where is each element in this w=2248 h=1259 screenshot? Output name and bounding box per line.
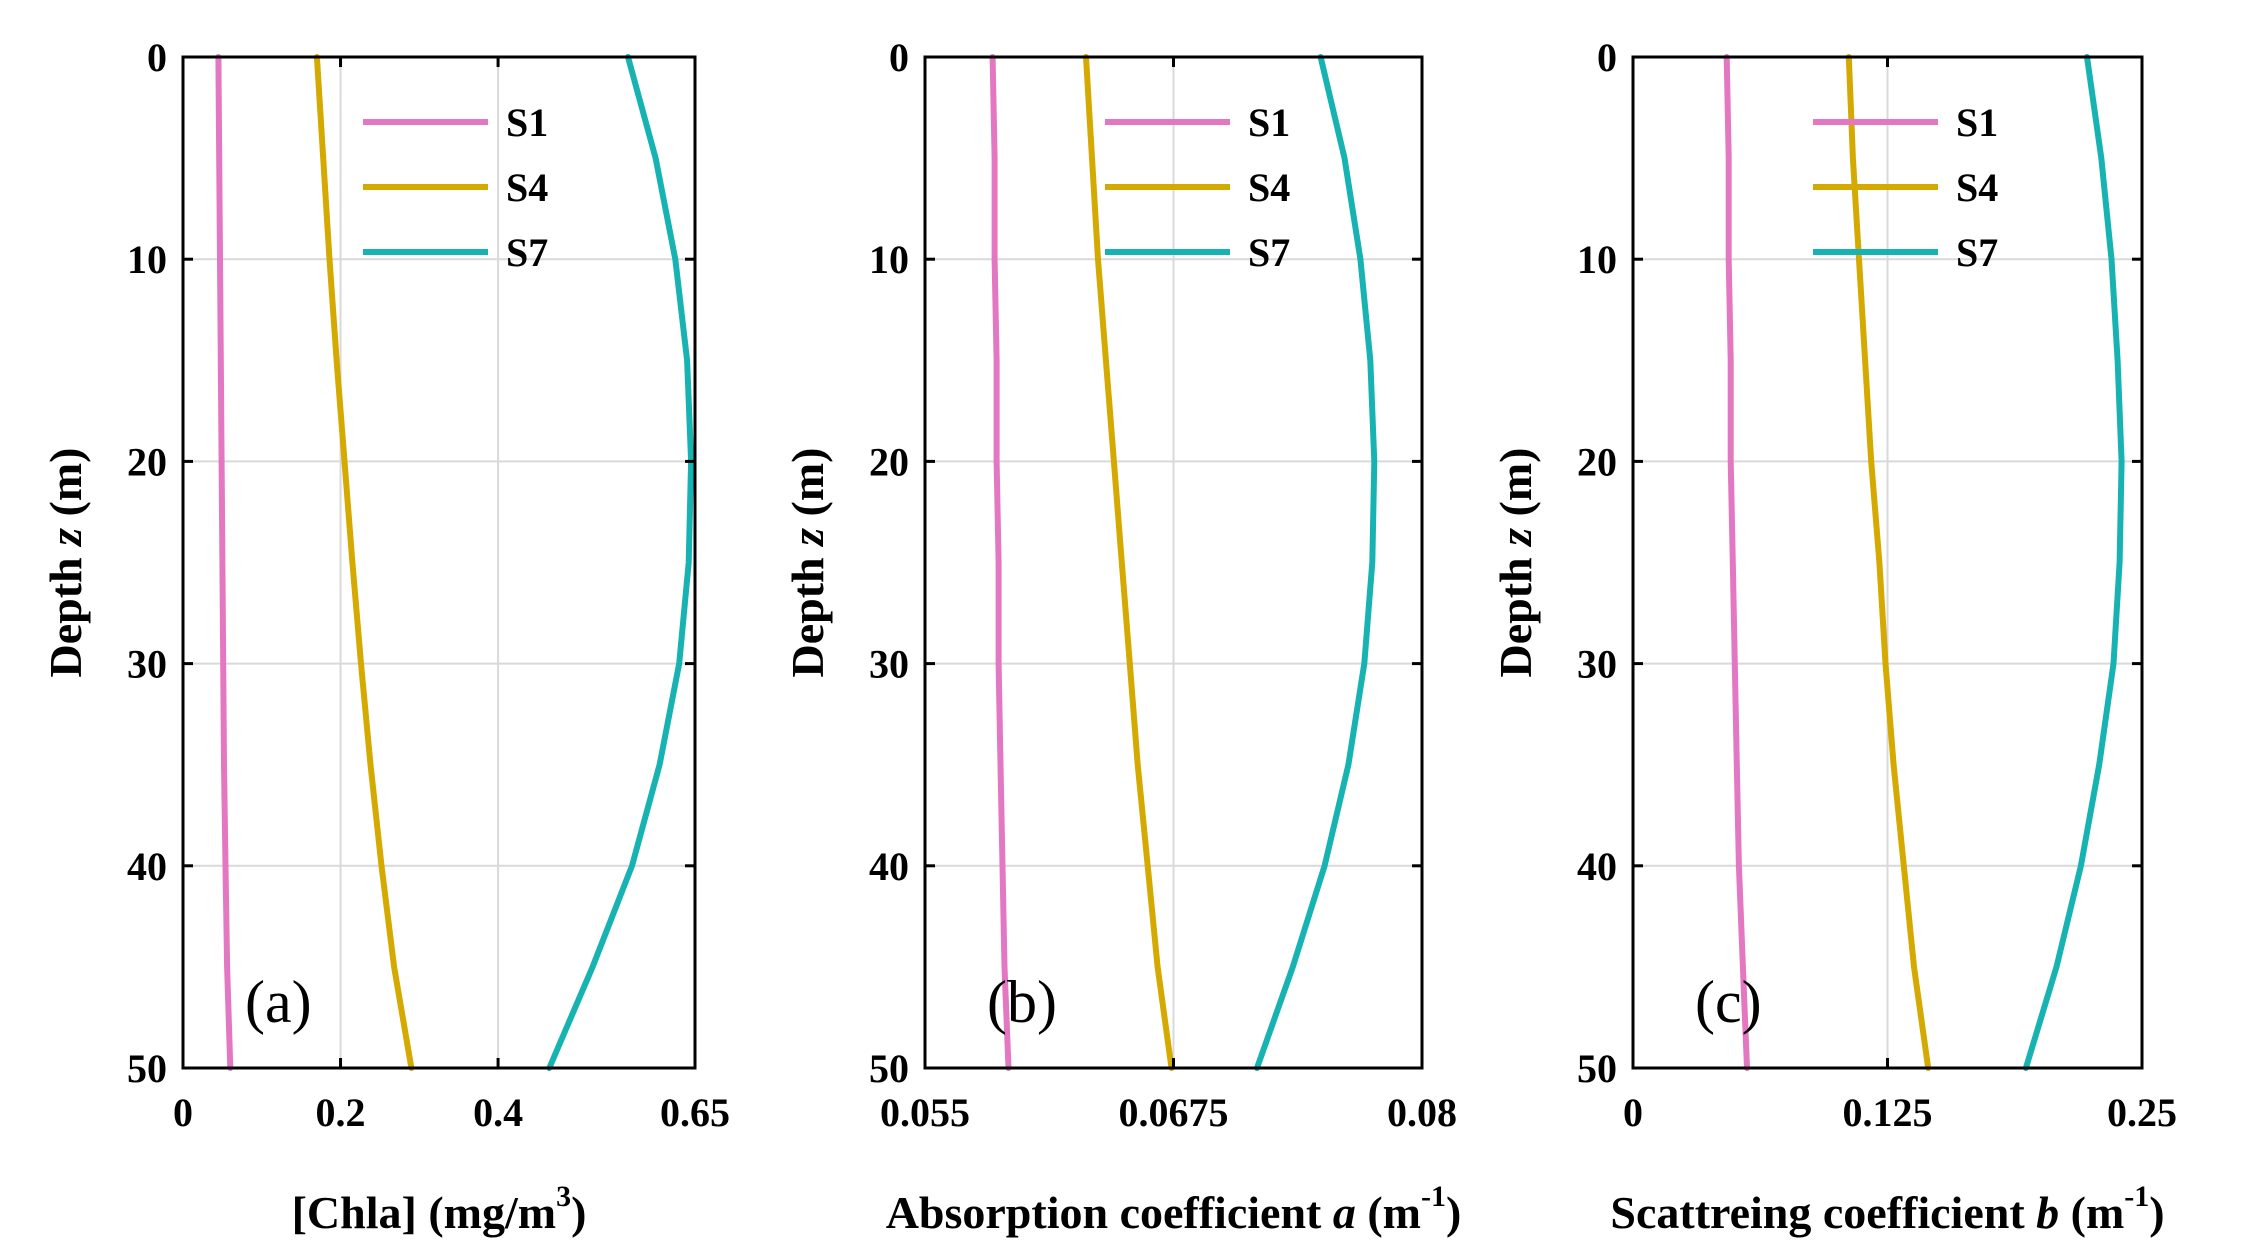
x-tick-label: 0.08 <box>1387 1090 1457 1135</box>
chart-panel-2: 0.055 0.0675 0.08 0 10 20 30 40 50 Depth z (m) Abs… <box>782 35 1461 1238</box>
legend-label-s4: S4 <box>1956 165 1998 210</box>
series-line-s4 <box>1845 54 1932 1071</box>
legend-label-s1: S1 <box>1248 100 1290 145</box>
series-line-s7 <box>546 54 695 1071</box>
y-tick-label: 20 <box>869 439 909 484</box>
series-line-s1 <box>215 54 234 1071</box>
y-tick-label: 50 <box>1577 1046 1617 1091</box>
x-tick-label: 0 <box>1623 1090 1643 1135</box>
legend-label-s4: S4 <box>1248 165 1290 210</box>
legend-label-s4: S4 <box>506 165 548 210</box>
x-tick-label: 0.25 <box>2107 1090 2177 1135</box>
x-tick-label: 0.125 <box>1843 1090 1933 1135</box>
y-tick-label: 10 <box>869 237 909 282</box>
x-tick-label: 0.4 <box>473 1090 523 1135</box>
y-tick-label: 0 <box>889 35 909 80</box>
legend-label-s7: S7 <box>1956 230 1998 275</box>
series-line-s7 <box>2022 54 2125 1071</box>
x-axis-label: Absorption coefficient a (m-1) <box>886 1180 1462 1238</box>
y-tick-label: 50 <box>127 1046 167 1091</box>
x-tick-label: 0.055 <box>880 1090 970 1135</box>
y-tick-label: 0 <box>147 35 167 80</box>
y-tick-label: 40 <box>1577 844 1617 889</box>
chart-panel-3: 0 0.125 0.25 0 10 20 30 40 50 Depth z (m) Scattrei… <box>1490 35 2177 1238</box>
x-tick-label: 0 <box>173 1090 193 1135</box>
legend-label-s1: S1 <box>1956 100 1998 145</box>
x-tick-label: 0.2 <box>316 1090 366 1135</box>
series-line-s1 <box>1723 54 1750 1071</box>
y-tick-label: 0 <box>1597 35 1617 80</box>
y-tick-label: 30 <box>127 642 167 687</box>
y-axis-label: Depth z (m) <box>782 448 833 678</box>
series-line-s1 <box>989 54 1012 1071</box>
legend: S1 S4 S7 <box>1813 100 1998 275</box>
y-tick-label: 10 <box>1577 237 1617 282</box>
panel-label: (a) <box>245 969 312 1035</box>
y-tick-label: 30 <box>1577 642 1617 687</box>
legend: S1 S4 S7 <box>1105 100 1290 275</box>
x-tick-label: 0.0675 <box>1119 1090 1229 1135</box>
series-line-s7 <box>1254 54 1378 1071</box>
y-tick-label: 50 <box>869 1046 909 1091</box>
legend-label-s7: S7 <box>1248 230 1290 275</box>
y-tick-label: 30 <box>869 642 909 687</box>
series-line-s4 <box>1083 54 1175 1071</box>
legend-label-s7: S7 <box>506 230 548 275</box>
y-tick-label: 20 <box>1577 439 1617 484</box>
x-axis-label: Scattreing coefficient b (m-1) <box>1610 1180 2164 1238</box>
series-line-s4 <box>313 54 415 1071</box>
y-tick-label: 20 <box>127 439 167 484</box>
y-axis-label: Depth z (m) <box>1490 448 1541 678</box>
legend-label-s1: S1 <box>506 100 548 145</box>
axes-box <box>181 55 697 1070</box>
x-tick-label: 0.65 <box>660 1090 730 1135</box>
panel-label: (b) <box>987 969 1057 1035</box>
legend: S1 S4 S7 <box>363 100 548 275</box>
chart-panel-1: 0 0.2 0.4 0.65 0 10 20 30 40 50 Depth z (m) [Chla] … <box>40 35 730 1238</box>
y-axis-label: Depth z (m) <box>40 448 91 678</box>
x-axis-label: [Chla] (mg/m3) <box>292 1180 587 1238</box>
y-tick-label: 40 <box>869 844 909 889</box>
y-tick-label: 40 <box>127 844 167 889</box>
y-tick-label: 10 <box>127 237 167 282</box>
panel-label: (c) <box>1695 969 1762 1035</box>
